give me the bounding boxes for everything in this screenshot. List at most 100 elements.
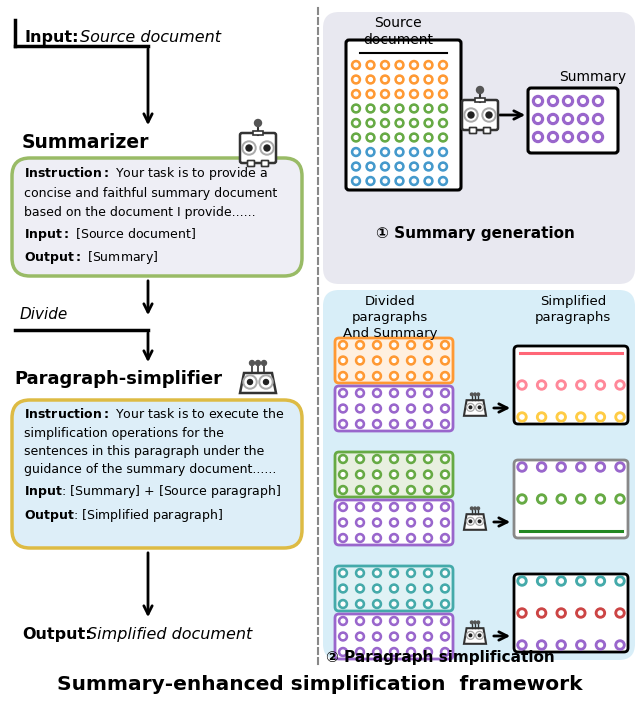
- Circle shape: [598, 579, 602, 583]
- Circle shape: [576, 462, 586, 472]
- Circle shape: [339, 599, 348, 609]
- Circle shape: [440, 486, 449, 494]
- Circle shape: [441, 150, 445, 154]
- Circle shape: [358, 391, 362, 395]
- Circle shape: [375, 505, 379, 509]
- Circle shape: [536, 412, 547, 422]
- Circle shape: [412, 63, 416, 67]
- Circle shape: [390, 356, 399, 365]
- Circle shape: [427, 136, 430, 139]
- Circle shape: [406, 632, 415, 641]
- Circle shape: [412, 136, 416, 139]
- Circle shape: [358, 520, 362, 525]
- Circle shape: [440, 648, 449, 656]
- Circle shape: [478, 520, 481, 523]
- Circle shape: [372, 454, 381, 464]
- FancyBboxPatch shape: [514, 460, 628, 538]
- Circle shape: [264, 380, 269, 385]
- Circle shape: [375, 488, 379, 492]
- Circle shape: [426, 587, 430, 590]
- Circle shape: [412, 121, 416, 125]
- Circle shape: [443, 536, 447, 540]
- Circle shape: [339, 616, 348, 626]
- Circle shape: [598, 643, 602, 647]
- Circle shape: [412, 179, 416, 183]
- Circle shape: [358, 374, 362, 378]
- Circle shape: [466, 110, 476, 120]
- Circle shape: [369, 63, 372, 67]
- Circle shape: [517, 494, 527, 504]
- Circle shape: [424, 454, 433, 464]
- FancyBboxPatch shape: [335, 566, 453, 611]
- Circle shape: [341, 343, 345, 347]
- Circle shape: [424, 404, 433, 413]
- Circle shape: [358, 505, 362, 509]
- Circle shape: [375, 571, 379, 575]
- Circle shape: [381, 162, 390, 171]
- Circle shape: [595, 576, 605, 586]
- Circle shape: [261, 377, 271, 387]
- Circle shape: [390, 632, 399, 641]
- Circle shape: [517, 576, 527, 586]
- Circle shape: [355, 486, 365, 494]
- Circle shape: [341, 358, 345, 363]
- Circle shape: [440, 533, 449, 542]
- Circle shape: [440, 503, 449, 511]
- Circle shape: [406, 341, 415, 350]
- Circle shape: [383, 165, 387, 169]
- Circle shape: [372, 372, 381, 380]
- Circle shape: [424, 104, 433, 113]
- Circle shape: [467, 631, 474, 639]
- Circle shape: [596, 134, 600, 139]
- Circle shape: [354, 150, 358, 154]
- Circle shape: [397, 179, 401, 183]
- Circle shape: [383, 150, 387, 154]
- Circle shape: [375, 358, 379, 363]
- Circle shape: [375, 635, 379, 638]
- Circle shape: [440, 454, 449, 464]
- Circle shape: [381, 176, 390, 186]
- Circle shape: [406, 356, 415, 365]
- FancyBboxPatch shape: [335, 452, 453, 497]
- Circle shape: [397, 150, 401, 154]
- Circle shape: [443, 407, 447, 410]
- Circle shape: [355, 648, 365, 656]
- Circle shape: [339, 486, 348, 494]
- Circle shape: [443, 520, 447, 525]
- Circle shape: [248, 380, 253, 385]
- Circle shape: [577, 132, 589, 142]
- Circle shape: [354, 107, 358, 110]
- Circle shape: [366, 75, 375, 84]
- Circle shape: [595, 412, 605, 422]
- Circle shape: [440, 419, 449, 429]
- Circle shape: [440, 518, 449, 527]
- Circle shape: [618, 611, 622, 615]
- Circle shape: [547, 114, 559, 124]
- Circle shape: [383, 107, 387, 110]
- FancyBboxPatch shape: [514, 346, 628, 424]
- Circle shape: [427, 121, 430, 125]
- Circle shape: [372, 388, 381, 397]
- Circle shape: [410, 162, 419, 171]
- Circle shape: [426, 422, 430, 426]
- Circle shape: [406, 454, 415, 464]
- Circle shape: [576, 576, 586, 586]
- Circle shape: [392, 457, 396, 461]
- Circle shape: [536, 380, 547, 390]
- Circle shape: [540, 415, 544, 419]
- Circle shape: [618, 383, 622, 387]
- Circle shape: [383, 92, 387, 96]
- Circle shape: [556, 462, 566, 472]
- Circle shape: [406, 419, 415, 429]
- FancyBboxPatch shape: [470, 127, 477, 134]
- Circle shape: [390, 616, 399, 626]
- FancyBboxPatch shape: [475, 98, 485, 102]
- Circle shape: [341, 488, 345, 492]
- Circle shape: [532, 95, 543, 107]
- Circle shape: [366, 176, 375, 186]
- Circle shape: [477, 621, 479, 624]
- Text: Simplified
paragraphs: Simplified paragraphs: [535, 295, 611, 324]
- Circle shape: [397, 77, 401, 81]
- Circle shape: [424, 419, 433, 429]
- Circle shape: [372, 599, 381, 609]
